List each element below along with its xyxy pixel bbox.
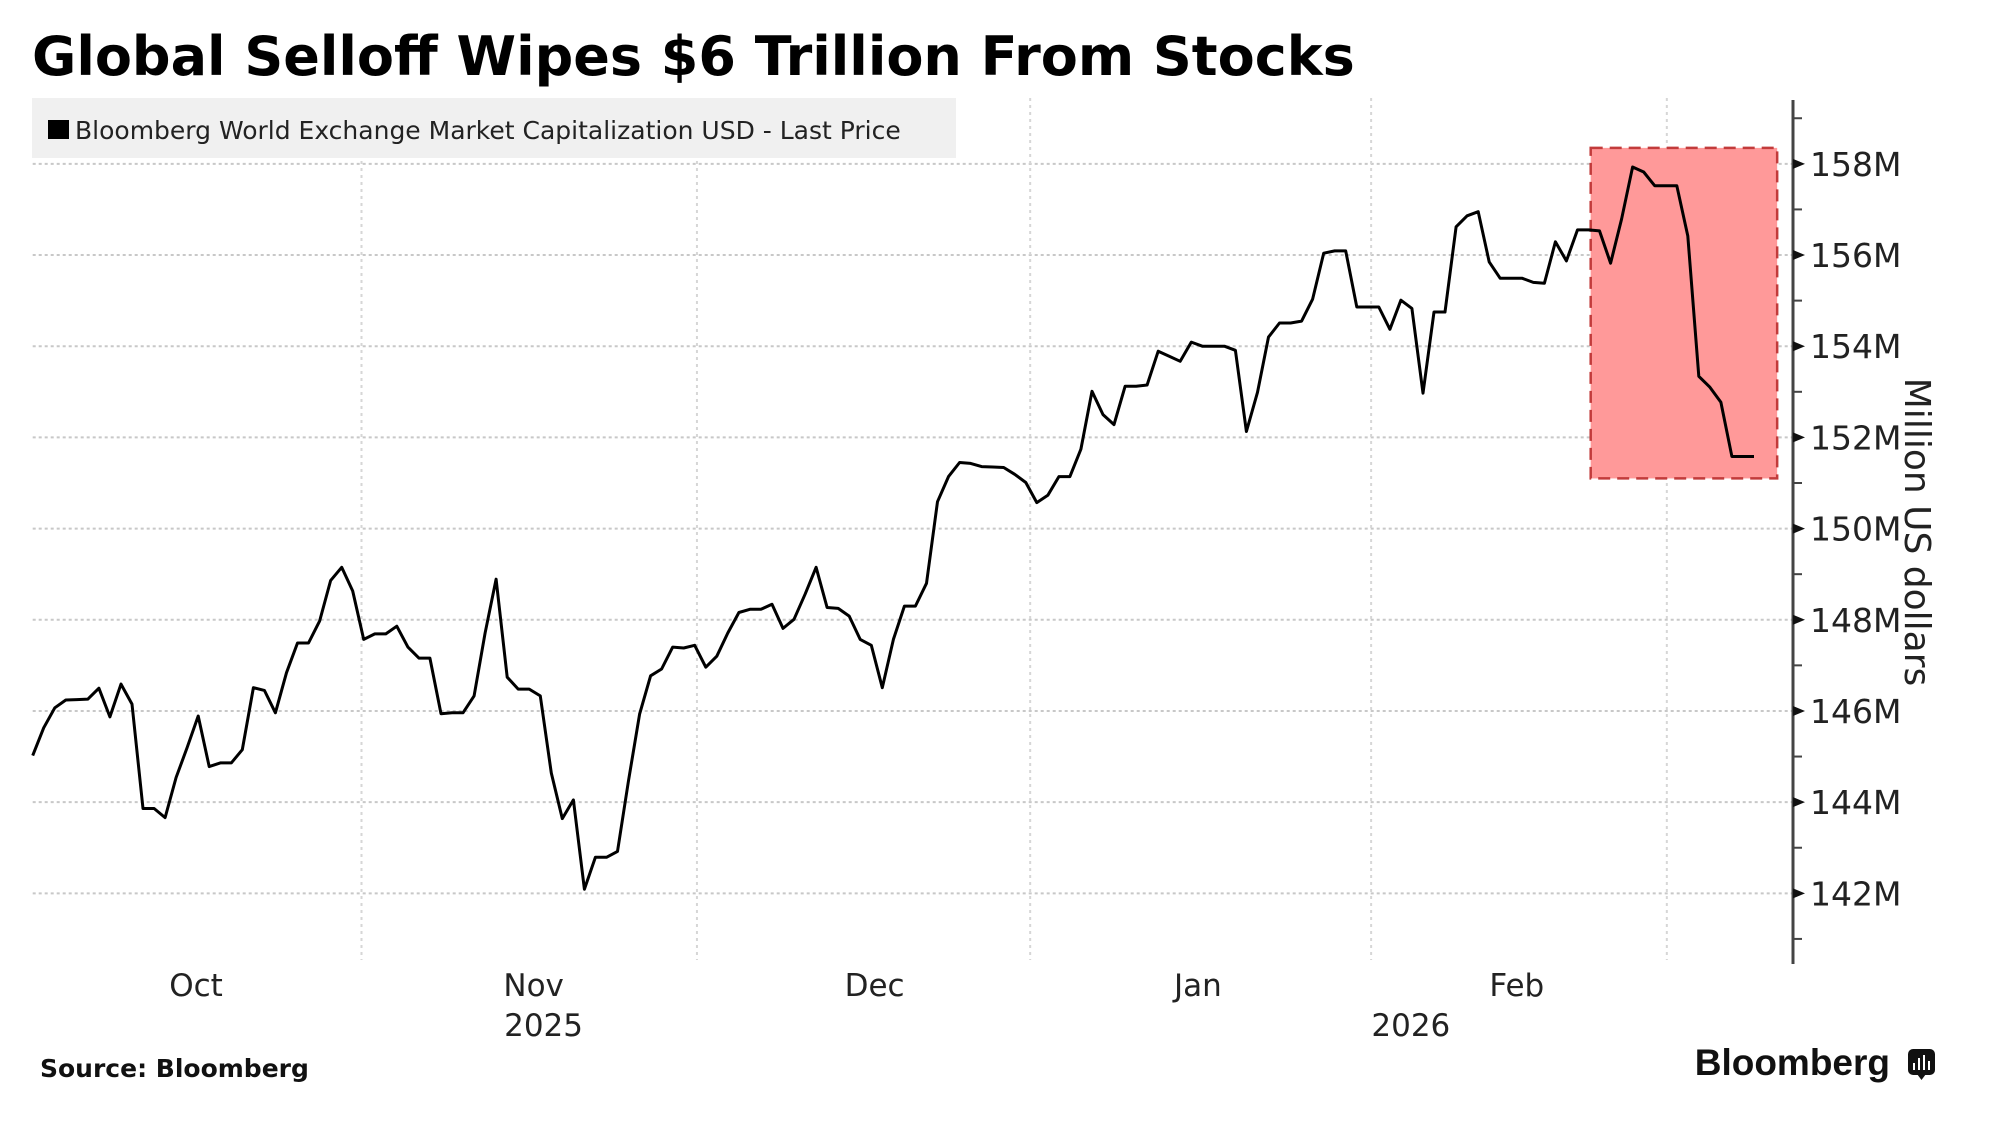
chart-title: Global Selloff Wipes $6 Trillion From St… — [32, 25, 1355, 88]
y-major-tick-142 — [1793, 888, 1805, 899]
bloomberg-logo: Bloomberg — [1695, 1042, 1935, 1083]
legend: Bloomberg World Exchange Market Capitali… — [32, 98, 956, 158]
horizontal-gridlines — [32, 162, 1793, 895]
x-axis-tick-labels: Oct Nov Dec Jan Feb — [169, 968, 1544, 1004]
source-note: Source: Bloomberg — [40, 1054, 309, 1083]
y-tick-label-152: 152M — [1810, 418, 1901, 457]
y-axis-ticks — [1793, 117, 1805, 940]
y-major-tick-154 — [1793, 341, 1805, 352]
x-year-label-2026: 2026 — [1371, 1008, 1450, 1044]
y-tick-label-150: 150M — [1810, 510, 1901, 549]
legend-label: Bloomberg World Exchange Market Capitali… — [75, 116, 901, 145]
y-major-tick-146 — [1793, 705, 1805, 716]
y-axis-tick-labels: 142M 144M 146M 148M 150M 152M 154M 156M 158M — [1810, 145, 1901, 913]
y-major-tick-152 — [1793, 432, 1805, 443]
x-tick-label-dec: Dec — [845, 968, 905, 1004]
y-tick-label-154: 154M — [1810, 327, 1901, 366]
bloomberg-wordmark: Bloomberg — [1695, 1042, 1890, 1083]
y-tick-label-148: 148M — [1810, 601, 1901, 640]
y-tick-label-158: 158M — [1810, 145, 1901, 184]
series-line — [31, 165, 1754, 891]
y-major-tick-158 — [1793, 158, 1805, 169]
x-year-label-2025: 2025 — [504, 1008, 583, 1044]
x-tick-label-oct: Oct — [169, 968, 223, 1004]
y-tick-label-142: 142M — [1810, 874, 1901, 913]
legend-swatch-icon — [48, 120, 69, 139]
x-tick-label-jan: Jan — [1172, 968, 1222, 1004]
y-axis-title: Million US dollars — [1896, 378, 1937, 687]
legend-background — [32, 98, 956, 158]
y-major-tick-148 — [1793, 614, 1805, 625]
selloff-highlight-box — [1589, 146, 1779, 480]
y-tick-label-146: 146M — [1810, 692, 1901, 731]
x-tick-label-nov: Nov — [503, 968, 564, 1004]
y-tick-label-144: 144M — [1810, 783, 1901, 822]
bloomberg-chart-icon — [1908, 1049, 1935, 1080]
x-tick-label-feb: Feb — [1489, 968, 1544, 1004]
y-major-tick-144 — [1793, 797, 1805, 808]
y-tick-label-156: 156M — [1810, 236, 1901, 275]
y-major-tick-150 — [1793, 523, 1805, 534]
y-major-tick-156 — [1793, 250, 1805, 261]
x-axis-year-labels: 2025 2026 — [504, 1008, 1450, 1044]
